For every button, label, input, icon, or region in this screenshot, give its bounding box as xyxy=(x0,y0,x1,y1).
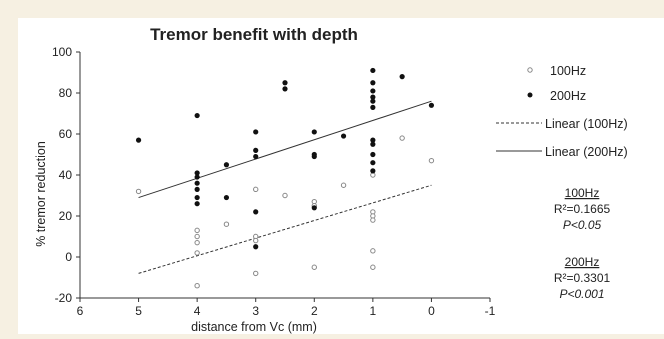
data-point-100hz xyxy=(282,192,288,199)
x-tick-labels: 6 5 4 3 2 1 0 -1 xyxy=(77,298,496,318)
stats-label-200hz: 200Hz xyxy=(565,255,600,269)
stats-p-100hz: P<0.05 xyxy=(563,218,602,232)
legend-marker-100hz xyxy=(527,67,533,73)
y-axis-label: % tremor reduction xyxy=(34,141,48,247)
x-tick-label: 4 xyxy=(194,304,201,318)
data-point-200hz xyxy=(253,129,259,135)
data-point-200hz xyxy=(311,205,317,211)
data-point-100hz xyxy=(311,264,317,270)
x-axis-label: distance from Vc (mm) xyxy=(191,320,317,334)
data-point-100hz xyxy=(399,135,405,141)
data-point-200hz xyxy=(370,67,376,74)
data-point-100hz xyxy=(194,283,200,289)
data-point-200hz xyxy=(194,186,200,192)
data-point-200hz xyxy=(223,194,230,201)
legend-label-200hz: 200Hz xyxy=(550,89,586,103)
data-point-200hz xyxy=(370,94,376,100)
data-point-200hz xyxy=(253,244,259,250)
data-point-200hz xyxy=(370,151,376,158)
y-tick-label: -20 xyxy=(55,291,73,305)
data-point-200hz xyxy=(370,98,376,104)
legend: 100Hz 200Hz Linear (100Hz) Linear (200Hz… xyxy=(496,64,628,159)
x-tick-label: 2 xyxy=(311,304,318,318)
y-tick-label: 60 xyxy=(59,127,73,141)
data-point-100hz xyxy=(223,221,230,227)
data-point-200hz xyxy=(370,137,376,143)
x-tick-label: 0 xyxy=(428,304,435,318)
data-point-200hz xyxy=(370,141,376,147)
y-tick-label: 80 xyxy=(59,86,73,100)
data-point-200hz xyxy=(194,180,200,186)
stats-r2-200hz: R²=0.3301 xyxy=(554,271,611,285)
data-point-200hz xyxy=(428,102,435,108)
data-point-200hz xyxy=(370,160,376,166)
data-point-100hz xyxy=(253,270,259,277)
data-point-200hz xyxy=(282,86,288,92)
data-point-100hz xyxy=(253,186,259,193)
y-tick-label: 20 xyxy=(59,209,73,223)
data-point-200hz xyxy=(399,74,405,80)
y-tick-label: 40 xyxy=(59,168,73,182)
legend-label-100hz: 100Hz xyxy=(550,64,586,78)
chart-title: Tremor benefit with depth xyxy=(150,25,358,44)
data-point-100hz xyxy=(253,237,259,244)
data-points xyxy=(135,67,435,289)
stats-p-200hz: P<0.001 xyxy=(559,287,604,301)
y-tick-label: 100 xyxy=(52,45,72,59)
data-point-200hz xyxy=(311,153,317,160)
data-point-100hz xyxy=(370,217,376,223)
stats-label-100hz: 100Hz xyxy=(565,186,600,200)
stats-r2-100hz: R²=0.1665 xyxy=(554,202,611,216)
trendline-200hz xyxy=(138,100,432,199)
legend-label-linear-200hz: Linear (200Hz) xyxy=(545,145,628,159)
data-point-100hz xyxy=(340,182,347,188)
trendline-100hz xyxy=(138,184,432,274)
y-tick-label: 0 xyxy=(65,250,72,264)
data-point-100hz xyxy=(428,157,435,164)
data-point-100hz xyxy=(370,248,376,254)
data-point-200hz xyxy=(194,112,200,119)
data-point-200hz xyxy=(194,201,200,207)
data-point-200hz xyxy=(194,170,200,176)
data-point-100hz xyxy=(370,264,376,270)
data-point-200hz xyxy=(370,168,376,174)
x-tick-label: 1 xyxy=(370,304,377,318)
x-tick-label: 3 xyxy=(252,304,259,318)
trendlines xyxy=(138,100,432,274)
data-point-200hz xyxy=(370,104,376,110)
data-point-200hz xyxy=(370,88,376,94)
data-point-100hz xyxy=(194,239,200,246)
data-point-200hz xyxy=(253,147,259,153)
data-point-100hz xyxy=(194,250,200,256)
y-tick-labels: -20 0 20 40 60 80 100 xyxy=(52,45,80,305)
data-point-200hz xyxy=(194,174,200,180)
data-point-100hz xyxy=(194,227,200,234)
data-point-200hz xyxy=(253,209,259,215)
data-point-200hz xyxy=(311,129,317,135)
data-point-200hz xyxy=(223,162,230,168)
data-point-200hz xyxy=(370,80,376,86)
regression-stats: 100Hz R²=0.1665 P<0.05 200Hz R²=0.3301 P… xyxy=(554,186,611,301)
data-point-200hz xyxy=(135,137,142,143)
data-point-100hz xyxy=(194,233,200,240)
data-point-200hz xyxy=(194,194,200,201)
data-point-100hz xyxy=(135,188,142,195)
data-point-200hz xyxy=(340,133,347,139)
data-point-200hz xyxy=(253,153,259,160)
chart-panel: Tremor benefit with depth -20 0 20 40 60 80 10… xyxy=(18,18,664,334)
x-tick-label: 5 xyxy=(135,304,142,318)
legend-label-linear-100hz: Linear (100Hz) xyxy=(545,117,628,131)
legend-marker-200hz xyxy=(527,92,533,98)
scatter-chart: Tremor benefit with depth -2002040608010… xyxy=(34,25,628,334)
data-point-200hz xyxy=(282,80,288,86)
x-tick-label: 6 xyxy=(77,304,84,318)
x-tick-label: -1 xyxy=(485,304,496,318)
